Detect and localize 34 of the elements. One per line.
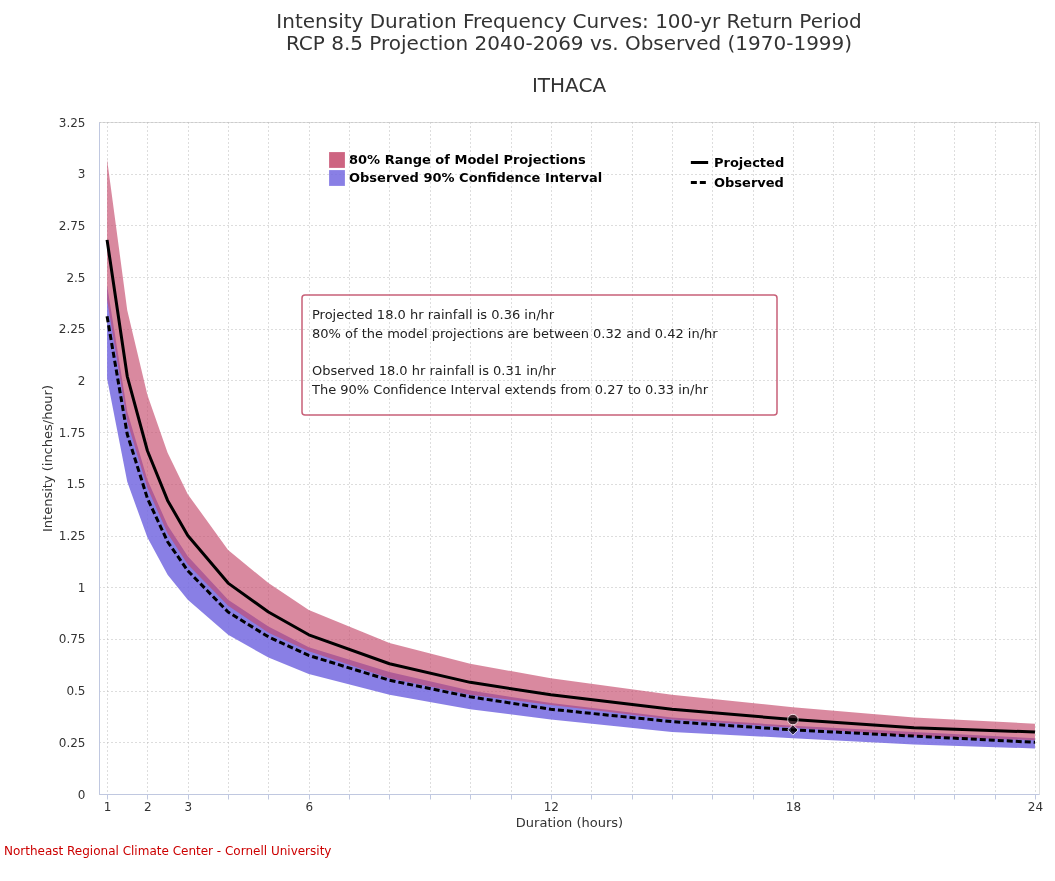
chart-title: Intensity Duration Frequency Curves: 100-yr Return Period RCP 8.5 Projection 2040-2069 vs. Observed (1970-1999) (276, 9, 862, 55)
y-tick-label: 0 (77, 787, 86, 802)
y-tick-label: 3 (77, 167, 86, 182)
text: Northeast Regional Climate Center - Cornell University (4, 844, 332, 858)
annotation: Observed 18.0 hr rainfall is 0.31 in/hr (312, 363, 557, 378)
legend-label: Observed 90% Confidence Interval (349, 170, 603, 185)
annotation: Projected 18.0 hr rainfall is 0.36 in/hr (312, 307, 555, 322)
y-tick-label: 1.5 (66, 477, 86, 492)
y-tick-label: 2.75 (58, 218, 86, 233)
y-tick-label: 0.5 (66, 684, 86, 699)
x-tick-label: 2 (144, 799, 152, 814)
chart-subtitle: ITHACA (531, 73, 607, 97)
x-tick-label: 6 (305, 799, 314, 814)
legend-label: Observed (714, 174, 784, 190)
x-tick-label: 12 (543, 799, 559, 814)
annotation: The 90% Confidence Interval extends from 0.27 to 0.33 in/hr (311, 382, 709, 397)
y-tick-label: 3.25 (58, 115, 86, 130)
x-tick-label: 3 (184, 799, 193, 814)
y-tick-label: 0.75 (58, 632, 86, 647)
y-tick-label: 2.5 (66, 270, 86, 285)
y-tick-label: 1.25 (58, 529, 86, 544)
y-tick-label: 1.75 (58, 425, 86, 440)
legend-label: 80% Range of Model Projections (349, 152, 587, 167)
x-axis-title: Duration (hours) (515, 814, 624, 830)
y-axis-title: Intensity (inches/hour) (39, 384, 55, 533)
x-tick-label: 24 (1027, 799, 1044, 814)
y-tick-label: 1 (77, 580, 86, 595)
x-tick-label: 1 (103, 799, 112, 814)
y-tick-label: 2.25 (58, 322, 86, 337)
legend-label: Projected (714, 154, 785, 170)
y-tick-label: 0.25 (58, 735, 86, 750)
x-tick-label: 18 (785, 799, 802, 814)
y-tick-label: 2 (77, 373, 86, 388)
annotation: 80% of the model projections are between 0.32 and 0.42 in/hr (312, 326, 719, 341)
